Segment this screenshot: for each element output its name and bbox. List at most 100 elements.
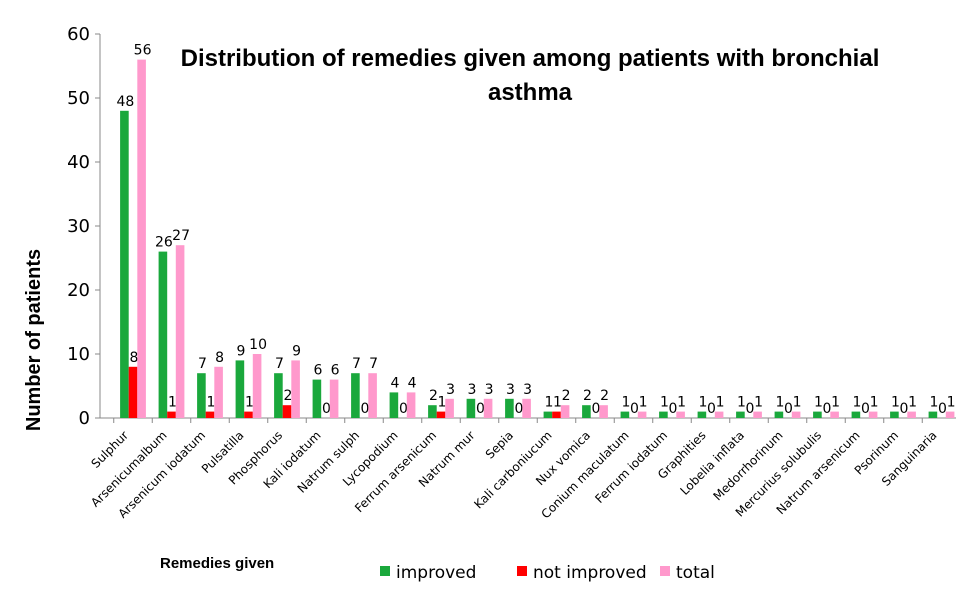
- value-label: 2: [583, 388, 592, 404]
- bar: [252, 354, 262, 418]
- legend-swatch: [660, 566, 670, 576]
- bar: [522, 398, 531, 418]
- bar: [890, 411, 899, 418]
- legend-label: total: [676, 563, 715, 583]
- value-label: 9: [236, 343, 245, 359]
- bar: [158, 251, 168, 418]
- bar: [697, 411, 707, 418]
- value-label: 1: [947, 395, 956, 411]
- value-label: 10: [249, 337, 267, 353]
- value-label: 0: [476, 401, 485, 417]
- bar: [167, 411, 176, 418]
- value-label: 2: [429, 388, 438, 404]
- value-label: 0: [784, 401, 793, 417]
- bar: [928, 411, 938, 418]
- bar: [505, 398, 514, 418]
- value-label: 1: [870, 395, 879, 411]
- value-label: 1: [207, 395, 216, 411]
- legend-label: improved: [396, 563, 476, 583]
- value-label: 3: [467, 382, 476, 398]
- value-label: 1: [553, 395, 562, 411]
- value-label: 1: [793, 395, 802, 411]
- value-label: 1: [677, 395, 686, 411]
- value-label: 1: [698, 395, 707, 411]
- bar: [235, 360, 245, 418]
- value-label: 1: [621, 395, 630, 411]
- bar: [428, 405, 437, 418]
- bar: [791, 411, 801, 418]
- value-label: 0: [900, 401, 909, 417]
- bar: [436, 411, 446, 418]
- bar: [466, 398, 476, 418]
- value-label: 7: [198, 356, 207, 372]
- value-label: 1: [438, 395, 447, 411]
- value-label: 6: [313, 363, 322, 379]
- bar: [659, 411, 668, 418]
- bar: [774, 411, 784, 418]
- value-label: 0: [669, 401, 678, 417]
- value-label: 7: [275, 356, 284, 372]
- value-label: 56: [134, 43, 152, 59]
- value-label: 3: [506, 382, 515, 398]
- value-label: 1: [754, 395, 763, 411]
- legend-label: not improved: [533, 563, 647, 583]
- value-label: 6: [331, 363, 340, 379]
- bar: [282, 405, 292, 418]
- bar: [813, 411, 822, 418]
- value-label: 0: [515, 401, 524, 417]
- value-label: 4: [408, 375, 417, 391]
- value-label: 1: [639, 395, 648, 411]
- value-label: 1: [168, 395, 177, 411]
- value-label: 2: [284, 388, 293, 404]
- value-label: 1: [908, 395, 917, 411]
- value-label: 0: [707, 401, 716, 417]
- value-label: 0: [823, 401, 832, 417]
- bar: [736, 411, 745, 418]
- x-tick-label: Sepia: [483, 428, 516, 461]
- value-label: 3: [523, 382, 532, 398]
- bar: [120, 110, 129, 419]
- value-label: 3: [446, 382, 455, 398]
- value-label: 0: [861, 401, 870, 417]
- value-label: 26: [155, 235, 173, 251]
- value-label: 0: [630, 401, 639, 417]
- y-tick-label: 0: [79, 408, 90, 429]
- value-label: 2: [562, 388, 571, 404]
- value-label: 48: [116, 94, 134, 110]
- value-label: 0: [361, 401, 370, 417]
- x-tick-label: Medorrhorinum: [710, 428, 785, 503]
- value-label: 0: [938, 401, 947, 417]
- y-tick-label: 40: [67, 152, 90, 173]
- bar: [637, 411, 647, 418]
- bar: [676, 411, 685, 418]
- value-label: 1: [831, 395, 840, 411]
- y-tick-label: 10: [67, 344, 90, 365]
- value-label: 1: [716, 395, 725, 411]
- bar: [244, 411, 253, 418]
- bar: [368, 373, 377, 418]
- value-label: 2: [600, 388, 609, 404]
- value-label: 8: [130, 350, 139, 366]
- value-label: 0: [322, 401, 331, 417]
- bar: [483, 398, 493, 418]
- bar: [753, 411, 762, 418]
- legend-swatch: [380, 566, 390, 576]
- bar: [599, 405, 608, 418]
- value-label: 0: [746, 401, 755, 417]
- bar: [175, 245, 185, 418]
- value-label: 3: [485, 382, 494, 398]
- bar: [128, 366, 138, 418]
- legend-swatch: [517, 566, 527, 576]
- bar: [445, 398, 454, 418]
- bar: [329, 379, 339, 418]
- y-tick-label: 50: [67, 88, 90, 109]
- value-label: 1: [660, 395, 669, 411]
- bar: [714, 411, 724, 418]
- bar: [560, 405, 570, 418]
- bar: [197, 373, 206, 418]
- bar: [620, 411, 630, 418]
- bar: [945, 411, 955, 418]
- value-label: 7: [369, 356, 378, 372]
- bar: [552, 411, 561, 418]
